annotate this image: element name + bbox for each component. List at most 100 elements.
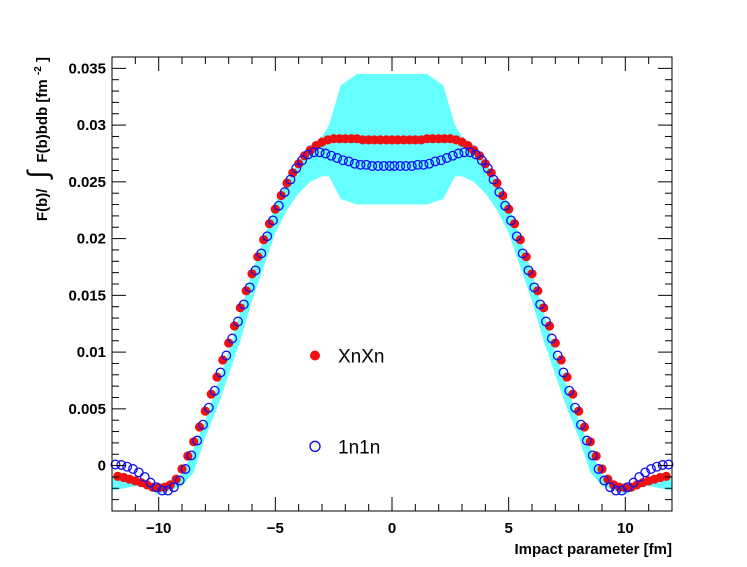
data-point-1n1n <box>406 161 417 171</box>
data-point-1n1n <box>273 200 284 211</box>
data-point-1n1n <box>110 459 121 470</box>
data-point-1n1n <box>558 367 569 378</box>
data-point-1n1n <box>453 148 464 159</box>
x-tick-label: 0 <box>388 520 396 537</box>
data-point-1n1n <box>611 485 621 496</box>
uncertainty-band-layer <box>112 74 672 494</box>
y-tick-label: 0.01 <box>77 344 106 361</box>
data-point-1n1n <box>338 155 348 166</box>
data-point-1n1n <box>250 265 261 276</box>
data-point-xnxn <box>556 355 566 365</box>
data-point-xnxn <box>218 355 228 365</box>
data-point-1n1n <box>233 316 243 327</box>
data-point-xnxn <box>212 372 222 382</box>
data-point-1n1n <box>436 155 446 166</box>
data-point-1n1n <box>424 158 435 169</box>
data-point-1n1n <box>268 215 278 226</box>
data-point-1n1n <box>314 147 325 158</box>
data-point-1n1n <box>291 163 302 174</box>
data-point-1n1n <box>616 485 627 496</box>
data-point-1n1n <box>361 159 372 170</box>
data-point-1n1n <box>471 149 481 160</box>
legend-marker-xnxn <box>310 350 320 361</box>
data-point-1n1n <box>570 402 581 413</box>
data-point-1n1n <box>192 435 203 446</box>
data-point-1n1n <box>663 459 674 470</box>
data-point-1n1n <box>378 161 389 171</box>
data-point-1n1n <box>494 187 505 198</box>
data-point-1n1n <box>326 150 337 161</box>
data-point-1n1n <box>412 159 423 170</box>
legend-entry-1n1n: 1n1n <box>309 437 380 458</box>
data-point-1n1n <box>605 482 616 493</box>
data-point-1n1n <box>285 174 296 185</box>
data-point-1n1n <box>581 435 592 446</box>
data-point-xnxn <box>299 151 310 161</box>
data-point-xnxn <box>603 474 613 484</box>
data-point-1n1n <box>599 475 610 486</box>
data-point-1n1n <box>447 150 458 161</box>
data-point-1n1n <box>157 485 168 496</box>
data-point-1n1n <box>459 147 470 158</box>
y-axis-title-prefix: F(b)/ <box>34 188 51 221</box>
x-axis-title: Impact parameter [fm] <box>514 541 672 558</box>
data-point-1n1n <box>163 485 173 496</box>
x-tick-label: −5 <box>267 520 284 537</box>
data-point-xnxn <box>562 372 572 382</box>
data-point-xnxn <box>183 451 193 461</box>
data-point-1n1n <box>476 155 487 166</box>
data-point-xnxn <box>171 474 181 484</box>
data-point-1n1n <box>482 163 493 174</box>
data-point-1n1n <box>198 419 208 430</box>
data-point-1n1n <box>373 161 383 171</box>
data-point-1n1n <box>297 155 308 166</box>
legend-label-xnxn: XnXn <box>338 347 384 368</box>
data-point-xnxn <box>229 321 240 331</box>
data-point-1n1n <box>128 464 138 474</box>
y-tick-label: 0.03 <box>77 117 106 134</box>
data-point-1n1n <box>367 161 378 171</box>
data-point-1n1n <box>657 460 668 470</box>
data-point-1n1n <box>552 350 563 361</box>
data-point-1n1n <box>349 158 360 169</box>
data-point-1n1n <box>320 148 331 159</box>
data-point-1n1n <box>576 419 586 430</box>
x-tick-label: 5 <box>504 520 512 537</box>
data-point-1n1n <box>209 385 220 396</box>
data-point-1n1n <box>517 248 528 259</box>
data-point-xnxn <box>597 464 607 474</box>
data-point-xnxn <box>585 437 595 447</box>
data-point-1n1n <box>203 402 214 413</box>
data-point-1n1n <box>279 187 290 198</box>
data-point-1n1n <box>395 161 406 171</box>
data-point-1n1n <box>529 282 540 293</box>
data-point-1n1n <box>500 200 511 211</box>
data-point-1n1n <box>116 460 127 470</box>
data-point-1n1n <box>651 461 662 472</box>
series-layer <box>110 134 674 496</box>
y-axis-title-body: F(b)bdb [fm <box>34 79 51 162</box>
data-point-1n1n <box>488 174 499 185</box>
data-point-1n1n <box>640 467 651 478</box>
tick-layer <box>111 56 673 512</box>
x-tick-label: −10 <box>146 520 171 537</box>
data-point-xnxn <box>544 321 555 331</box>
data-point-xnxn <box>591 451 601 461</box>
data-point-1n1n <box>244 282 255 293</box>
data-point-1n1n <box>355 159 366 170</box>
y-tick-label: 0.005 <box>68 401 106 418</box>
data-point-1n1n <box>506 215 516 226</box>
data-point-1n1n <box>593 464 604 474</box>
legend-marker-1n1n <box>309 440 321 453</box>
data-point-1n1n <box>628 477 639 488</box>
data-point-1n1n <box>564 385 575 396</box>
legend-label-1n1n: 1n1n <box>338 437 380 458</box>
data-point-1n1n <box>546 333 557 344</box>
data-point-1n1n <box>343 156 354 167</box>
legend-entry-xnxn: XnXn <box>310 347 384 368</box>
data-point-1n1n <box>303 149 313 160</box>
data-point-xnxn <box>474 151 485 161</box>
data-point-1n1n <box>238 299 249 310</box>
data-point-xnxn <box>189 437 199 447</box>
